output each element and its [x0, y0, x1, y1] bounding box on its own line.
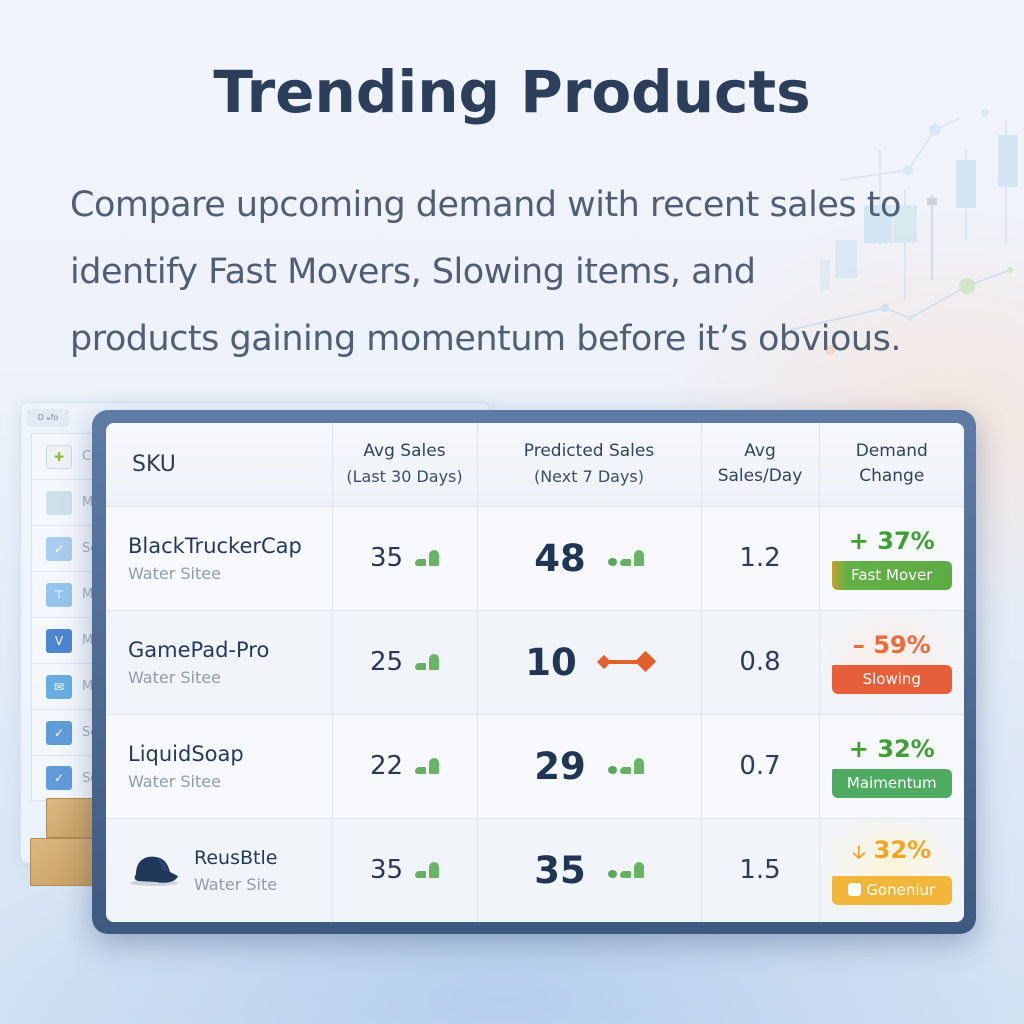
- table-header-row: SKU Avg Sales (Last 30 Days) Predicted S…: [106, 423, 964, 507]
- demand-change-number: 32%: [873, 835, 932, 864]
- table-row[interactable]: LiquidSoap Water Sitee 22 29 0.7: [106, 714, 964, 819]
- sku-name: ReusBtle: [194, 846, 278, 869]
- avg-sales-30-cell: 35: [332, 818, 478, 922]
- sku-name: LiquidSoap: [128, 741, 244, 766]
- avg-sales-30-value: 35: [369, 543, 404, 573]
- avg-sales-day-cell: 0.7: [701, 714, 820, 819]
- sku-site: Water Sitee: [128, 667, 221, 687]
- demand-change-cell: + 37% Fast Mover: [819, 506, 964, 611]
- sku-name: BlackTruckerCap: [128, 533, 302, 558]
- vimeo-icon: V: [46, 628, 72, 653]
- table-row[interactable]: ReusBtle Water Site 35 35: [106, 818, 964, 922]
- down-arrow-icon: 🡣: [852, 841, 866, 863]
- trending-products-table-card: SKU Avg Sales (Last 30 Days) Predicted S…: [106, 423, 964, 922]
- sku-cell: ReusBtle Water Site: [106, 818, 333, 922]
- avg-sales-day-value: 0.7: [739, 751, 781, 781]
- trend-up-icon: [607, 862, 644, 878]
- avg-sales-30-cell: 25: [332, 610, 478, 715]
- column-header-label: Demand: [855, 441, 928, 462]
- column-header-predicted-sales-7[interactable]: Predicted Sales (Next 7 Days): [477, 423, 702, 507]
- sku-cell: BlackTruckerCap Water Sitee: [106, 506, 333, 611]
- column-header-sublabel: Change: [859, 466, 925, 487]
- check-icon: ✓: [46, 536, 72, 561]
- table-row[interactable]: GamePad-Pro Water Sitee 25 10 0.8: [106, 610, 964, 715]
- trend-up-icon: [607, 758, 644, 774]
- demand-change-cell: 🡣 32% Goneniur: [819, 818, 964, 922]
- status-badge-momentum: Maimentum: [831, 768, 952, 798]
- sku-name: GamePad-Pro: [128, 637, 270, 662]
- column-header-label: Avg Sales: [363, 441, 446, 462]
- gift-icon: ⊤: [46, 582, 72, 607]
- blank-tile-icon: [46, 490, 72, 515]
- trend-up-icon: [415, 862, 440, 878]
- avg-sales-day-cell: 1.2: [701, 506, 820, 611]
- column-header-label: Predicted Sales: [523, 441, 655, 462]
- status-badge-fast-mover: Fast Mover: [831, 560, 952, 590]
- column-header-label: SKU: [132, 451, 176, 477]
- avg-sales-day-value: 1.2: [739, 543, 781, 573]
- avg-sales-30-cell: 35: [332, 506, 478, 611]
- avg-sales-day-value: 1.5: [739, 855, 781, 885]
- avg-sales-30-value: 22: [369, 751, 404, 781]
- background-panel-tab: D ەfo: [27, 409, 69, 427]
- avg-sales-day-value: 0.8: [739, 647, 781, 677]
- avg-sales-30-cell: 22: [332, 714, 478, 819]
- sku-site: Water Sitee: [128, 771, 221, 791]
- check-icon: ✓: [46, 720, 72, 745]
- subtitle-line: products gaining momentum before it’s ob…: [70, 319, 901, 359]
- trend-up-icon: [415, 758, 440, 774]
- table-row[interactable]: BlackTruckerCap Water Sitee 35 48 1.2: [106, 506, 964, 611]
- demand-change-cell: + 32% Maimentum: [819, 714, 964, 819]
- column-header-sublabel: Sales/Day: [717, 466, 803, 487]
- demand-change-value: + 32%: [848, 734, 935, 763]
- avg-sales-30-value: 25: [369, 647, 404, 677]
- trending-products-table: SKU Avg Sales (Last 30 Days) Predicted S…: [106, 423, 964, 922]
- avg-sales-30-value: 35: [369, 855, 404, 885]
- predicted-sales-cell: 10: [477, 610, 702, 715]
- puzzle-icon: ✚: [46, 444, 72, 469]
- sku-cell: LiquidSoap Water Sitee: [106, 714, 333, 819]
- trend-up-icon: [415, 654, 440, 670]
- predicted-sales-value: 48: [534, 536, 586, 580]
- check-icon: ✓: [46, 766, 72, 790]
- cardboard-boxes-illustration: [30, 798, 100, 888]
- cap-product-icon: [130, 856, 178, 886]
- column-header-avg-sales-30[interactable]: Avg Sales (Last 30 Days): [332, 423, 478, 507]
- column-header-avg-sales-day[interactable]: Avg Sales/Day: [701, 423, 820, 507]
- demand-change-value: + 37%: [848, 526, 935, 555]
- demand-change-cell: – 59% Slowing: [819, 610, 964, 715]
- flat-trend-arrow-icon: [596, 650, 656, 673]
- column-header-sublabel: (Last 30 Days): [346, 467, 463, 487]
- demand-change-value: – 59%: [852, 630, 931, 659]
- demand-change-value: 🡣 32%: [820, 836, 965, 870]
- column-header-sku[interactable]: SKU: [106, 423, 333, 507]
- column-header-label: Avg: [744, 441, 776, 462]
- trend-up-icon: [607, 550, 644, 566]
- predicted-sales-value: 35: [534, 848, 586, 892]
- sku-cell: GamePad-Pro Water Sitee: [106, 610, 333, 715]
- box-icon: [848, 882, 862, 896]
- trend-up-icon: [415, 550, 440, 566]
- predicted-sales-value: 10: [525, 640, 577, 684]
- predicted-sales-cell: 35: [477, 818, 702, 922]
- badge-label: Goneniur: [866, 880, 936, 899]
- column-header-sublabel: (Next 7 Days): [533, 467, 645, 487]
- mail-icon: ✉: [46, 674, 72, 699]
- subtitle-line: identify Fast Movers, Slowing items, and: [70, 252, 756, 292]
- predicted-sales-cell: 48: [477, 506, 702, 611]
- subtitle-line: Compare upcoming demand with recent sale…: [70, 185, 901, 225]
- page-title: Trending Products: [213, 58, 811, 126]
- status-badge-general: Goneniur: [831, 875, 952, 905]
- sku-site: Water Site: [194, 874, 278, 894]
- avg-sales-day-cell: 1.5: [701, 818, 820, 922]
- column-header-demand-change[interactable]: Demand Change: [819, 423, 964, 507]
- sku-site: Water Sitee: [128, 563, 221, 583]
- predicted-sales-cell: 29: [477, 714, 702, 819]
- status-badge-slowing: Slowing: [831, 664, 952, 694]
- page-subtitle: Compare upcoming demand with recent sale…: [70, 172, 930, 373]
- predicted-sales-value: 29: [534, 744, 586, 788]
- avg-sales-day-cell: 0.8: [701, 610, 820, 715]
